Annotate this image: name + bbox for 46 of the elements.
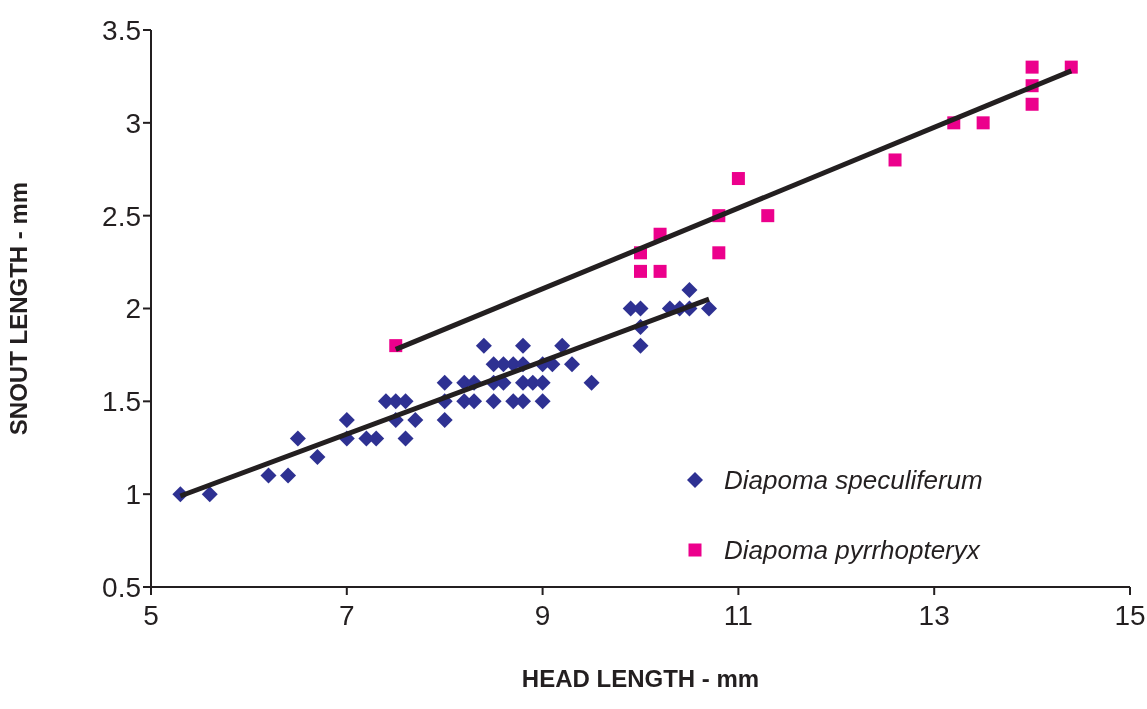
point bbox=[554, 337, 571, 354]
y-axis-title: SNOUT LENGTH - mm bbox=[4, 181, 32, 436]
x-tick-label: 5 bbox=[143, 599, 159, 631]
point bbox=[563, 356, 580, 373]
point bbox=[397, 430, 414, 447]
point bbox=[976, 116, 990, 130]
point bbox=[485, 393, 502, 410]
point bbox=[289, 430, 306, 447]
point bbox=[436, 411, 453, 428]
point bbox=[280, 467, 297, 484]
point bbox=[583, 374, 600, 391]
point bbox=[260, 467, 277, 484]
point bbox=[534, 393, 551, 410]
point bbox=[515, 337, 532, 354]
y-tick-label: 2.5 bbox=[102, 200, 141, 232]
point bbox=[1025, 97, 1039, 111]
point bbox=[1025, 60, 1039, 74]
y-tick-label: 2 bbox=[125, 293, 141, 325]
point bbox=[701, 300, 718, 317]
point bbox=[761, 209, 775, 223]
point bbox=[407, 411, 424, 428]
x-axis-title: HEAD LENGTH - mm bbox=[521, 665, 760, 692]
y-tick-label: 1 bbox=[125, 479, 141, 511]
point bbox=[201, 486, 218, 503]
y-tick-label: 3.5 bbox=[102, 14, 141, 46]
y-tick-label: 1.5 bbox=[102, 386, 141, 418]
legend-label: Diapoma pyrrhopteryx bbox=[724, 534, 980, 566]
x-tick-label: 7 bbox=[339, 599, 355, 631]
point bbox=[731, 172, 745, 186]
point bbox=[338, 411, 355, 428]
y-tick-label: 3 bbox=[125, 107, 141, 139]
point bbox=[436, 374, 453, 391]
point bbox=[632, 337, 649, 354]
point bbox=[888, 153, 902, 167]
x-tick-label: 9 bbox=[534, 599, 551, 631]
y-tick-label: 0.5 bbox=[102, 571, 141, 603]
point bbox=[475, 337, 492, 354]
point bbox=[653, 264, 667, 278]
point bbox=[681, 281, 698, 298]
point bbox=[712, 246, 726, 260]
point bbox=[309, 449, 326, 466]
point bbox=[634, 264, 647, 278]
x-tick-label: 13 bbox=[918, 599, 950, 631]
x-tick-label: 11 bbox=[723, 599, 753, 631]
x-tick-label: 15 bbox=[1114, 599, 1146, 631]
legend-label: Diapoma speculiferum bbox=[724, 464, 983, 496]
